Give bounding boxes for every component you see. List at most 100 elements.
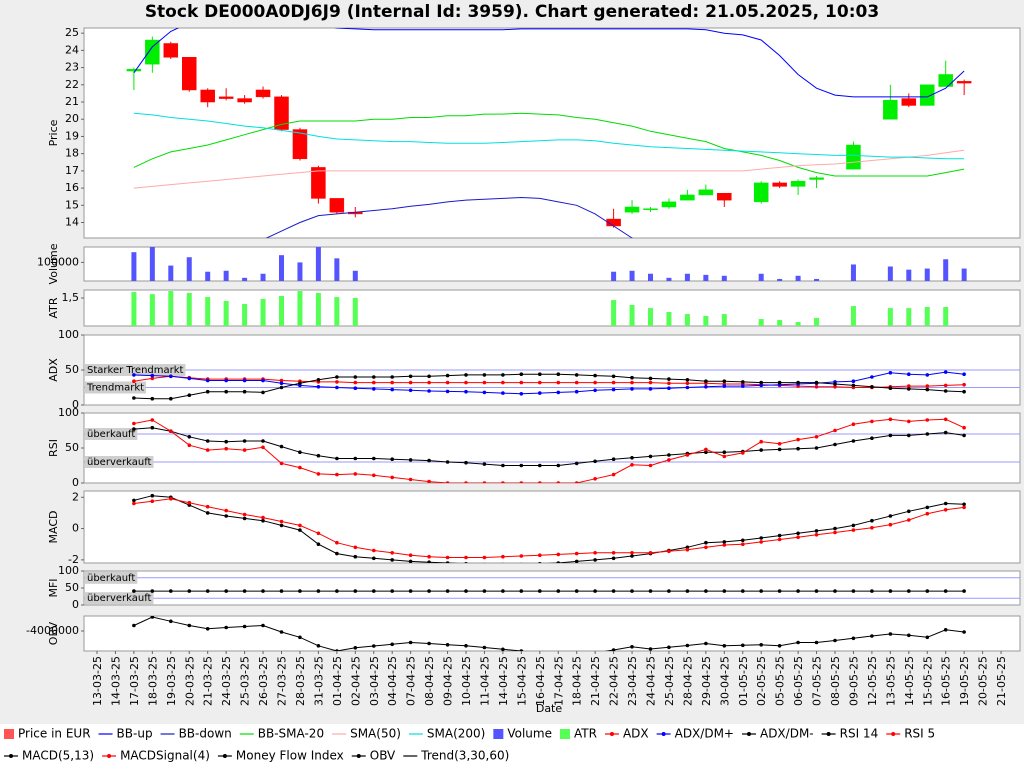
candle-body (218, 96, 234, 99)
reference-label: überverkauft (87, 593, 152, 604)
point (132, 589, 136, 593)
bar (279, 255, 284, 281)
legend-label: ADX (623, 727, 649, 741)
point (888, 371, 893, 375)
y-tick-label: 50 (65, 441, 79, 454)
x-tick-label: 18-03-25 (146, 656, 159, 706)
point (372, 456, 376, 461)
legend-item: RSI 5 (886, 727, 935, 741)
point (722, 384, 727, 388)
bar (758, 273, 764, 281)
point (962, 505, 966, 510)
point (796, 446, 800, 451)
y-tick-label: 22 (65, 78, 79, 91)
point (667, 458, 671, 462)
legend-item: RSI 14 (821, 727, 878, 741)
point (261, 378, 265, 383)
point (242, 389, 247, 394)
y-tick-label: 50 (65, 581, 79, 594)
point (519, 372, 524, 377)
bar (924, 268, 930, 281)
legend-label: BB-up (117, 727, 153, 741)
point (814, 380, 819, 385)
point (962, 630, 966, 634)
point (538, 562, 542, 563)
legend-background (0, 724, 1024, 768)
point (611, 387, 616, 392)
x-tick-label: 14-04-25 (497, 656, 510, 706)
candle-body (311, 167, 326, 199)
point (630, 456, 634, 460)
point (870, 518, 874, 523)
point (187, 393, 192, 398)
point (298, 465, 302, 470)
point (777, 447, 782, 452)
point (556, 372, 561, 377)
point (833, 442, 837, 447)
point (205, 627, 210, 631)
point (943, 501, 948, 506)
legend-label: Trend(3,30,60) (420, 749, 509, 763)
point (427, 589, 431, 593)
point (372, 473, 376, 478)
point (833, 526, 837, 531)
point (132, 421, 136, 426)
point (261, 518, 265, 523)
y-tick-label: 23 (65, 61, 79, 74)
point (630, 554, 634, 558)
candle-body (883, 100, 898, 120)
point (316, 531, 321, 536)
point (150, 499, 155, 504)
point (169, 374, 173, 379)
y-tick-label: 25 (65, 26, 79, 39)
legend-marker (107, 754, 112, 758)
point (519, 554, 524, 558)
point (242, 378, 247, 383)
point (722, 589, 727, 593)
point (851, 636, 856, 641)
x-tick-label: 30-04-25 (718, 656, 731, 706)
point (925, 635, 930, 640)
point (630, 380, 634, 385)
point (943, 389, 948, 393)
point (224, 389, 228, 394)
point (574, 373, 579, 377)
point (685, 385, 690, 390)
x-tick-label: 08-05-25 (829, 656, 842, 706)
x-tick-label: 27-03-25 (276, 656, 289, 706)
y-tick-label: 17 (65, 164, 79, 177)
point (722, 644, 727, 648)
point (538, 553, 542, 557)
x-tick-label: 25-03-25 (239, 656, 252, 706)
point (796, 589, 800, 593)
x-tick-label: 17-03-25 (128, 656, 141, 706)
y-tick-label: 0 (72, 522, 79, 535)
point (833, 385, 837, 389)
point (464, 562, 468, 563)
plot-area (83, 27, 1021, 239)
x-tick-label: 04-04-25 (386, 656, 399, 706)
point (353, 456, 358, 461)
point (556, 481, 561, 483)
point (759, 448, 763, 452)
point (316, 378, 321, 382)
y-tick-label: 16 (65, 181, 79, 194)
candle-body (846, 144, 861, 170)
x-tick-label: 03-04-25 (368, 656, 381, 706)
legend-item: MACD(5,13) (4, 749, 94, 763)
legend-item: Volume (493, 727, 552, 741)
point (907, 419, 911, 424)
line-series (133, 373, 965, 400)
point (833, 382, 837, 386)
point (538, 391, 542, 395)
x-tick-label: 28-03-25 (294, 656, 307, 706)
plot-area (83, 570, 1021, 606)
x-tick-label: 02-04-25 (349, 656, 362, 706)
point (630, 375, 634, 380)
point (335, 385, 339, 390)
y-tick-label: 21 (65, 95, 79, 108)
point (390, 475, 395, 480)
point (279, 378, 284, 383)
x-tick-label: 11-04-25 (478, 656, 491, 706)
point (611, 589, 616, 593)
